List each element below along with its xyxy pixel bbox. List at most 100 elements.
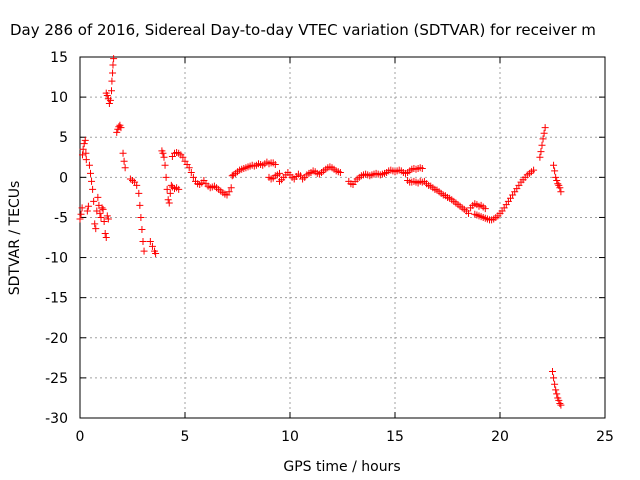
- data-point: [89, 185, 97, 193]
- y-tick-label: 10: [50, 90, 68, 106]
- data-point: [536, 153, 544, 161]
- data-point: [551, 167, 559, 175]
- data-point: [271, 160, 279, 168]
- data-point: [167, 181, 175, 189]
- data-point: [552, 173, 560, 181]
- y-axis-label: SDTVAR / TECUs: [7, 181, 23, 296]
- data-point: [82, 149, 90, 157]
- data-point: [557, 188, 565, 196]
- data-point: [161, 161, 169, 169]
- data-point: [465, 209, 472, 217]
- data-point: [557, 401, 565, 409]
- x-tick-label: 20: [491, 429, 509, 445]
- data-point: [76, 215, 84, 223]
- data-point: [159, 149, 167, 157]
- data-point: [113, 128, 121, 136]
- x-tick-label: 15: [386, 429, 404, 445]
- data-point: [96, 209, 104, 217]
- y-tick-label: -20: [45, 331, 68, 347]
- data-point: [119, 149, 127, 157]
- data-point: [163, 185, 171, 193]
- data-point: [103, 92, 111, 100]
- data-point: [165, 199, 173, 207]
- data-point: [90, 197, 98, 205]
- data-point: [152, 250, 160, 258]
- data-point: [108, 87, 115, 95]
- data-point: [101, 229, 109, 237]
- data-point: [164, 196, 172, 204]
- data-point: [91, 220, 99, 228]
- data-point: [537, 148, 545, 156]
- chart-title: Day 286 of 2016, Sidereal Day-to-day VTE…: [10, 21, 596, 39]
- data-point: [80, 140, 88, 148]
- data-point: [227, 184, 235, 192]
- data-point: [98, 204, 106, 212]
- data-point: [120, 157, 128, 165]
- data-point: [138, 225, 146, 233]
- data-point: [166, 189, 174, 197]
- data-point: [109, 61, 117, 69]
- tick-labels: 0 5 10 15 20 25 -30 -25 -20 -15 -10 -5 0 5 10 15: [45, 50, 614, 445]
- data-point: [556, 184, 564, 192]
- data-point: [541, 124, 549, 132]
- data-point: [84, 202, 92, 210]
- data-marks: [76, 55, 565, 409]
- x-tick-label: 25: [596, 429, 614, 445]
- data-point: [160, 153, 168, 161]
- data-point: [185, 164, 193, 172]
- data-point: [550, 161, 558, 169]
- data-point: [88, 177, 96, 185]
- data-point: [117, 124, 125, 132]
- data-point: [83, 207, 91, 215]
- data-point: [137, 213, 145, 221]
- data-point: [133, 181, 141, 189]
- data-point: [553, 177, 561, 185]
- data-point: [554, 180, 562, 188]
- data-point: [540, 129, 548, 137]
- data-point: [538, 141, 546, 149]
- y-tick-label: 0: [59, 170, 68, 186]
- data-point: [539, 135, 547, 143]
- data-point: [550, 374, 558, 382]
- data-point: [136, 201, 144, 209]
- y-tick-label: 5: [59, 130, 68, 146]
- data-point: [336, 169, 344, 177]
- data-point: [175, 185, 183, 193]
- data-point: [148, 242, 156, 250]
- data-point: [110, 55, 118, 63]
- data-point: [189, 173, 197, 181]
- data-point: [77, 210, 85, 218]
- y-tick-label: -10: [45, 251, 68, 267]
- plot-frame: [79, 56, 606, 419]
- data-point: [94, 193, 102, 201]
- data-point: [551, 380, 559, 388]
- axis-ticks: [79, 56, 606, 419]
- data-point: [555, 396, 563, 404]
- data-point: [162, 173, 170, 181]
- data-point: [225, 188, 233, 196]
- data-point: [79, 145, 87, 153]
- data-point: [553, 390, 561, 398]
- data-point: [104, 215, 112, 223]
- data-point: [106, 96, 114, 104]
- data-point: [530, 166, 538, 174]
- data-point: [179, 153, 187, 161]
- data-point: [481, 205, 489, 213]
- data-point: [79, 151, 87, 159]
- data-point: [146, 238, 154, 246]
- y-tick-label: -15: [45, 291, 68, 307]
- data-point: [99, 205, 107, 213]
- data-point: [139, 238, 147, 246]
- data-point: [108, 77, 116, 85]
- y-tick-label: 15: [50, 50, 68, 66]
- data-point: [418, 165, 426, 173]
- data-point: [109, 69, 117, 77]
- data-point: [187, 169, 195, 177]
- data-point: [103, 212, 111, 220]
- data-point: [82, 156, 90, 164]
- data-point: [92, 225, 100, 233]
- data-point: [556, 400, 564, 408]
- y-tick-label: -30: [45, 411, 68, 427]
- x-tick-label: 0: [76, 429, 85, 445]
- data-point: [102, 234, 110, 241]
